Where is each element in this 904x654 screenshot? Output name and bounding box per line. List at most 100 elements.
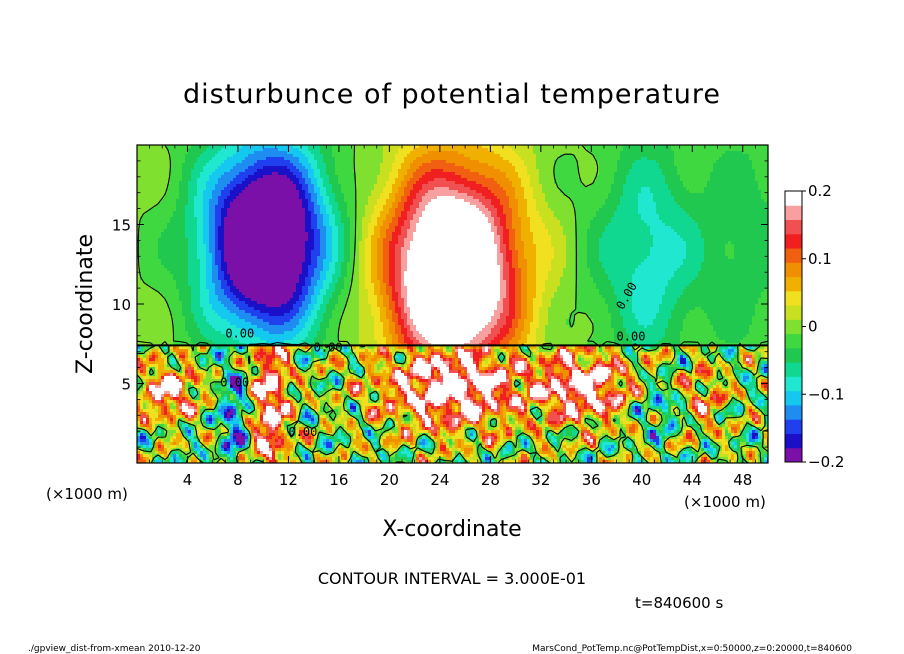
field-cell bbox=[341, 190, 345, 194]
field-cell bbox=[176, 178, 180, 182]
field-cell bbox=[650, 145, 654, 149]
field-cell bbox=[566, 190, 570, 194]
field-cell bbox=[497, 202, 501, 206]
field-cell bbox=[626, 184, 630, 188]
field-cell bbox=[593, 145, 597, 149]
field-cell bbox=[734, 160, 738, 164]
field-cell bbox=[506, 157, 510, 161]
field-cell bbox=[626, 196, 630, 200]
field-cell bbox=[179, 175, 183, 179]
field-cell bbox=[272, 205, 276, 209]
field-cell bbox=[557, 184, 561, 188]
field-cell bbox=[452, 166, 456, 170]
field-cell bbox=[587, 187, 591, 191]
field-cell bbox=[635, 190, 639, 194]
field-cell bbox=[278, 157, 282, 161]
field-cell bbox=[545, 148, 549, 152]
field-cell bbox=[449, 166, 453, 170]
field-cell bbox=[593, 151, 597, 155]
field-cell bbox=[413, 202, 417, 206]
field-cell bbox=[689, 208, 693, 212]
field-cell bbox=[578, 157, 582, 161]
field-cell bbox=[341, 193, 345, 197]
field-cell bbox=[497, 151, 501, 155]
field-cell bbox=[698, 160, 702, 164]
field-cell bbox=[419, 208, 423, 212]
field-cell bbox=[173, 181, 177, 185]
field-cell bbox=[233, 172, 237, 176]
field-cell bbox=[671, 145, 675, 149]
field-cell bbox=[287, 157, 291, 161]
field-cell bbox=[482, 214, 486, 218]
field-cell bbox=[443, 196, 447, 200]
field-cell bbox=[425, 214, 429, 218]
field-cell bbox=[326, 172, 330, 176]
field-cell bbox=[593, 166, 597, 170]
field-cell bbox=[251, 202, 255, 206]
field-cell bbox=[344, 205, 348, 209]
field-cell bbox=[287, 175, 291, 179]
field-cell bbox=[689, 205, 693, 209]
field-cell bbox=[710, 211, 714, 215]
field-cell bbox=[242, 166, 246, 170]
field-cell bbox=[605, 175, 609, 179]
field-cell bbox=[347, 175, 351, 179]
field-cell bbox=[677, 202, 681, 206]
field-cell bbox=[533, 196, 537, 200]
field-cell bbox=[389, 160, 393, 164]
field-cell bbox=[674, 181, 678, 185]
field-cell bbox=[437, 202, 441, 206]
field-cell bbox=[338, 163, 342, 167]
field-cell bbox=[752, 199, 756, 203]
field-cell bbox=[401, 181, 405, 185]
field-cell bbox=[140, 184, 144, 188]
field-cell bbox=[650, 205, 654, 209]
field-cell bbox=[140, 181, 144, 185]
field-cell bbox=[203, 154, 207, 158]
field-cell bbox=[374, 145, 378, 149]
field-cell bbox=[743, 151, 747, 155]
field-cell bbox=[704, 181, 708, 185]
field-cell bbox=[677, 163, 681, 167]
field-cell bbox=[473, 166, 477, 170]
field-cell bbox=[545, 205, 549, 209]
field-cell bbox=[413, 208, 417, 212]
field-cell bbox=[656, 190, 660, 194]
field-cell bbox=[368, 214, 372, 218]
field-cell bbox=[398, 187, 402, 191]
field-cell bbox=[170, 181, 174, 185]
field-cell bbox=[578, 178, 582, 182]
field-cell bbox=[314, 169, 318, 173]
field-cell bbox=[341, 166, 345, 170]
field-cell bbox=[398, 208, 402, 212]
field-cell bbox=[509, 163, 513, 167]
field-cell bbox=[236, 157, 240, 161]
field-cell bbox=[473, 148, 477, 152]
field-cell bbox=[455, 184, 459, 188]
field-cell bbox=[455, 190, 459, 194]
field-cell bbox=[515, 214, 519, 218]
field-cell bbox=[692, 211, 696, 215]
field-cell bbox=[593, 154, 597, 158]
field-cell bbox=[512, 211, 516, 215]
field-cell bbox=[584, 199, 588, 203]
field-cell bbox=[503, 160, 507, 164]
field-cell bbox=[248, 214, 252, 218]
field-cell bbox=[566, 187, 570, 191]
field-cell bbox=[509, 157, 513, 161]
field-cell bbox=[308, 199, 312, 203]
field-cell bbox=[398, 178, 402, 182]
field-cell bbox=[569, 211, 573, 215]
field-cell bbox=[494, 202, 498, 206]
field-cell bbox=[188, 199, 192, 203]
field-cell bbox=[731, 205, 735, 209]
field-cell bbox=[677, 193, 681, 197]
field-cell bbox=[731, 178, 735, 182]
field-cell bbox=[221, 157, 225, 161]
field-cell bbox=[164, 214, 168, 218]
field-cell bbox=[230, 154, 234, 158]
field-cell bbox=[479, 205, 483, 209]
field-cell bbox=[308, 172, 312, 176]
field-cell bbox=[212, 160, 216, 164]
field-cell bbox=[593, 205, 597, 209]
